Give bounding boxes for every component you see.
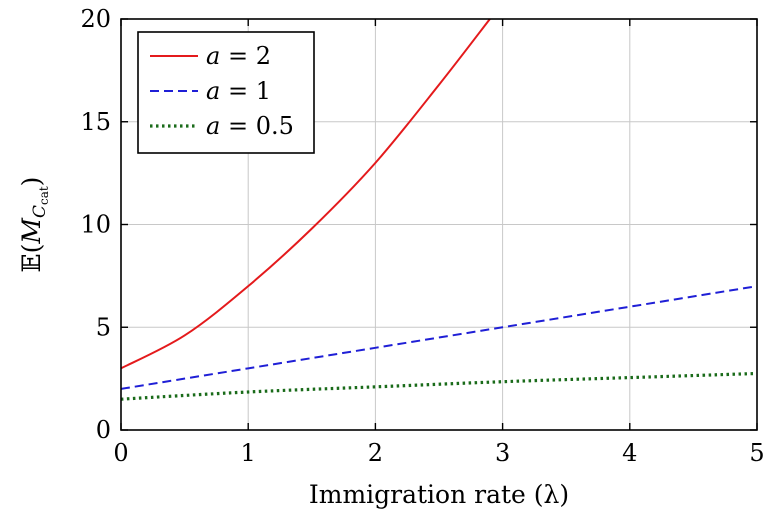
legend-label-num-1: 1 [256,77,271,105]
x-tick-label-5: 5 [749,439,764,467]
series-line-0 [121,19,491,370]
y-tick-label-4: 20 [80,5,111,33]
y-axis-label-suffix: ) [17,177,46,187]
y-axis-label: 𝔼(MCcat) [17,177,51,273]
legend-label-var-0: a [206,42,220,70]
y-axis-label-sub: C [30,205,50,218]
tick-labels: 0 1 2 3 4 5 0 5 10 15 20 [80,5,764,467]
legend-label-0: a = 2 [206,42,271,70]
legend-label-eq-1: = [220,77,255,105]
legend-label-eq-0: = [220,42,255,70]
series-line-2 [121,371,757,401]
y-axis-label-var: M [17,217,46,245]
legend-label-num-0: 2 [256,42,271,70]
x-axis-label: Immigration rate (λ) [309,480,569,509]
y-tick-label-3: 15 [80,108,111,136]
legend-box [137,31,315,154]
x-tick-label-1: 1 [241,439,256,467]
legend-label-num-2: 0.5 [256,112,294,140]
y-tick-label-2: 10 [80,211,111,239]
x-tick-label-2: 2 [368,439,383,467]
y-tick-label-1: 5 [96,313,111,341]
x-tick-label-0: 0 [113,439,128,467]
legend-label-var-1: a [206,77,220,105]
legend: a = 2a = 1a = 0.5 [137,31,315,154]
axis-ticks [120,18,758,431]
legend-label-2: a = 0.5 [206,112,294,140]
legend-label-eq-2: = [220,112,255,140]
legend-label-1: a = 1 [206,77,271,105]
y-tick-label-0: 0 [96,416,111,444]
legend-label-var-2: a [206,112,220,140]
y-axis-label-subsub: cat [37,186,51,205]
x-tick-label-3: 3 [495,439,510,467]
y-axis-label-prefix: 𝔼( [17,244,46,273]
x-tick-label-4: 4 [622,439,637,467]
series-line-1 [121,285,757,390]
series-layer [121,19,757,401]
